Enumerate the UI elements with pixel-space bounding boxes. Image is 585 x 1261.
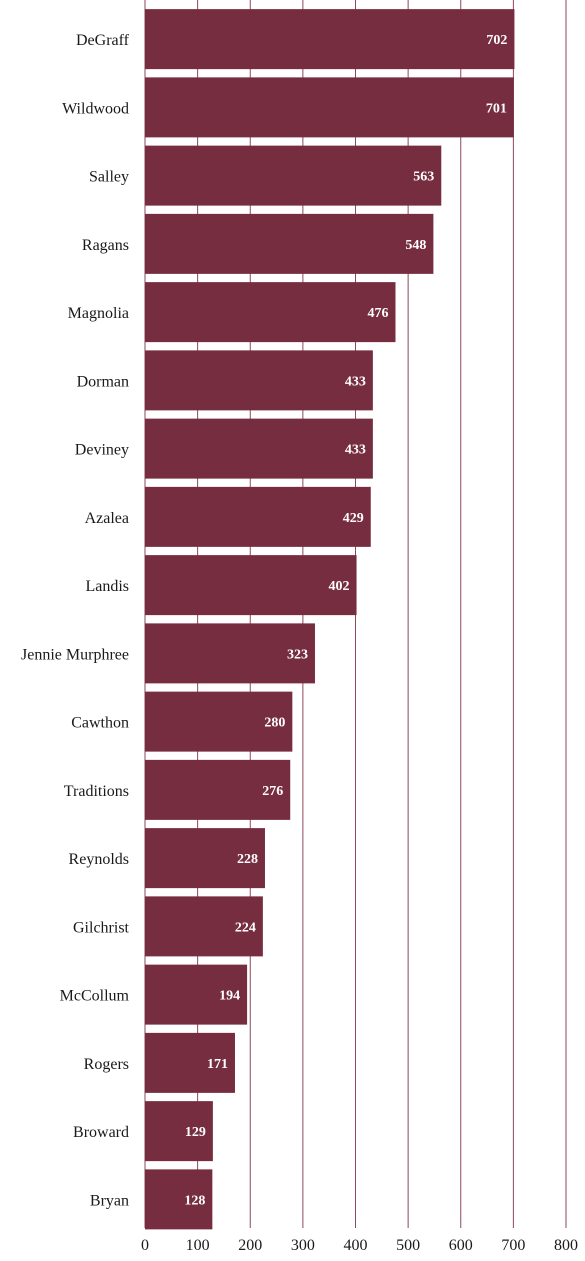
category-label-17: Bryan (90, 1192, 129, 1209)
category-label-3: Ragans (82, 237, 129, 254)
category-label-11: Traditions (64, 783, 129, 800)
value-label-13: 224 (235, 920, 256, 935)
x-tick-label-400: 400 (344, 1237, 368, 1254)
bar-15 (145, 1032, 235, 1093)
bar-7 (145, 486, 371, 547)
value-label-17: 128 (184, 1193, 205, 1208)
x-tick-label-100: 100 (186, 1237, 210, 1254)
value-label-3: 548 (405, 238, 426, 253)
value-label-6: 433 (345, 443, 366, 458)
value-label-10: 280 (264, 716, 285, 731)
x-tick-label-300: 300 (291, 1237, 315, 1254)
value-labels: 702 701 563 548 476 433 433 429 402 323 280 276 228 2… (184, 33, 507, 1208)
category-labels: DeGraff Wildwood Salley Ragans Magnolia Dorma… (21, 32, 130, 1209)
category-label-15: Rogers (84, 1056, 129, 1073)
category-label-7: Azalea (85, 510, 129, 527)
category-label-4: Magnolia (68, 305, 129, 322)
category-label-2: Salley (89, 169, 129, 186)
value-label-0: 702 (486, 33, 507, 48)
bar-6 (145, 418, 373, 479)
bar-0 (145, 9, 515, 70)
category-label-1: Wildwood (62, 100, 129, 117)
value-label-12: 228 (237, 852, 258, 867)
category-label-10: Cawthon (71, 715, 129, 732)
bar-11 (145, 759, 291, 820)
value-label-4: 476 (367, 306, 388, 321)
bar-10 (145, 691, 293, 752)
bar-4 (145, 282, 396, 343)
bar-8 (145, 555, 357, 616)
bars (145, 9, 515, 1230)
bar-2 (145, 145, 442, 206)
category-label-16: Broward (73, 1124, 129, 1141)
bar-16 (145, 1101, 213, 1162)
x-tick-label-600: 600 (449, 1237, 473, 1254)
value-label-15: 171 (207, 1057, 228, 1072)
category-label-8: Landis (85, 578, 129, 595)
bar-3 (145, 213, 434, 274)
bar-13 (145, 896, 263, 957)
x-tick-label-0: 0 (141, 1237, 149, 1254)
bar-9 (145, 623, 315, 684)
value-label-2: 563 (413, 170, 434, 185)
category-label-0: DeGraff (76, 32, 130, 49)
bar-12 (145, 828, 265, 889)
value-label-8: 402 (329, 579, 350, 594)
category-label-6: Deviney (75, 442, 129, 459)
value-label-1: 701 (486, 101, 507, 116)
x-axis-ticks: 0 100 200 300 400 500 600 700 800 (141, 1237, 578, 1254)
x-tick-label-700: 700 (501, 1237, 525, 1254)
bar-14 (145, 964, 248, 1025)
category-label-9: Jennie Murphree (21, 646, 129, 663)
value-label-5: 433 (345, 374, 366, 389)
value-label-7: 429 (343, 511, 364, 526)
value-label-16: 129 (185, 1125, 206, 1140)
category-label-5: Dorman (77, 373, 129, 390)
value-label-9: 323 (287, 647, 308, 662)
bar-5 (145, 350, 373, 411)
value-label-11: 276 (262, 784, 283, 799)
category-label-12: Reynolds (69, 851, 129, 868)
x-tick-label-200: 200 (238, 1237, 262, 1254)
x-tick-label-800: 800 (554, 1237, 578, 1254)
value-label-14: 194 (219, 989, 240, 1004)
x-tick-label-500: 500 (396, 1237, 420, 1254)
category-label-14: McCollum (60, 988, 130, 1005)
category-label-13: Gilchrist (73, 919, 130, 936)
bar-17 (145, 1169, 213, 1230)
bar-1 (145, 77, 514, 138)
